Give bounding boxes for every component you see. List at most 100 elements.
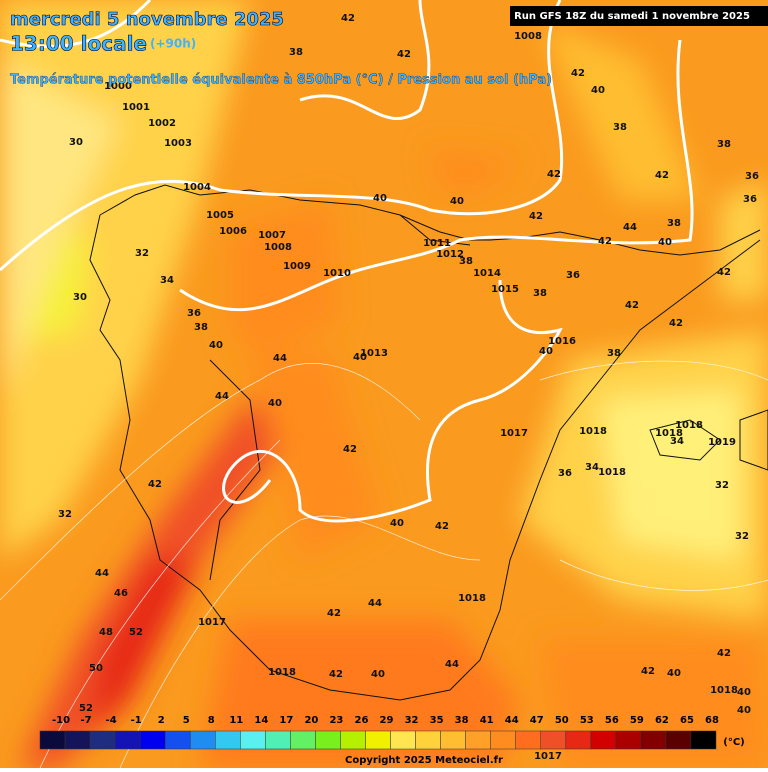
map-label: 36 [187,308,201,319]
map-label: 30 [73,292,87,303]
colorbar-tick: 2 [158,715,165,726]
colorbar-swatch [114,730,141,750]
map-label: 38 [289,47,303,58]
map-label: 1018 [675,420,703,431]
colorbar-tick: 14 [254,715,268,726]
colorbar-tick: 50 [555,715,569,726]
colorbar-tick: 32 [405,715,419,726]
colorbar-swatch [640,730,667,750]
colorbar-tick: -7 [81,715,92,726]
colorbar-tick: 56 [605,715,619,726]
colorbar-swatch [615,730,642,750]
colorbar-tick: 11 [229,715,243,726]
map-label: 1016 [548,336,576,347]
colorbar-tick: 35 [430,715,444,726]
map-label: 36 [558,468,572,479]
colorbar-swatch [665,730,692,750]
colorbar-tick: 62 [655,715,669,726]
colorbar-tick: 26 [355,715,369,726]
run-box [510,6,768,26]
map-label: 52 [129,627,143,638]
colorbar-tick: 20 [304,715,318,726]
map-label: 38 [533,288,547,299]
map-label: 40 [390,518,404,529]
map-label: 42 [641,666,655,677]
map-label: 38 [667,218,681,229]
colorbar-swatch [189,730,216,750]
map-label: 34 [160,275,174,286]
map-label: 42 [397,49,411,60]
map-label: 1006 [219,226,247,237]
date: mercredi 5 novembre 2025 [10,9,284,30]
map-label: 46 [114,588,128,599]
map-label: 42 [717,267,731,278]
map-label: 1012 [436,249,464,260]
colorbar-tick: -1 [131,715,142,726]
colorbar-swatch [590,730,617,750]
map-label: 40 [591,85,605,96]
map-label: 1019 [708,437,736,448]
colorbar-swatch [490,730,516,750]
map-label: 40 [371,669,385,680]
map-label: 40 [737,687,751,698]
subtitle: Température potentielle équivalente à 85… [10,73,552,88]
map-label: 42 [529,211,543,222]
map-label: 1011 [423,238,451,249]
map-label: 44 [368,598,382,609]
run-label: Run GFS 18Z du samedi 1 novembre 2025 [514,11,750,22]
colorbar-swatch [39,730,66,750]
map-label: 40 [268,398,282,409]
map-label: 48 [99,627,113,638]
map-label: 38 [459,256,473,267]
map-label: 30 [69,137,83,148]
colorbar-swatch [215,730,241,750]
colorbar-swatch [565,730,592,750]
isobars [0,0,694,523]
map-label: 42 [343,444,357,455]
map-label: 36 [745,171,759,182]
colorbar-swatch [139,730,166,750]
colorbar-swatch [164,730,191,750]
map-label: 38 [607,348,621,359]
map-label: 42 [669,318,683,329]
colorbar-tick: 65 [680,715,694,726]
map-label: 42 [598,236,612,247]
map-label: 1009 [283,261,311,272]
colorbar-swatch [465,730,491,750]
time: 13:00 locale [10,32,147,56]
colorbar-tick: 23 [329,715,343,726]
colorbar-swatch [89,730,116,750]
map-label: 1001 [122,102,150,113]
colorbar-swatch [415,730,441,750]
colorbar-swatch [315,730,341,750]
map-label: 40 [658,237,672,248]
map-label: 1000 [104,81,132,92]
map-label: 42 [435,521,449,532]
colorbar-tick: 8 [208,715,215,726]
map-label: 1008 [264,242,292,253]
colorbar-swatch [540,730,567,750]
pressure-label: 1017 [534,751,562,762]
map-label: 1018 [710,685,738,696]
unit: (°C) [723,737,744,748]
colorbar-tick: 68 [705,715,719,726]
colorbar-tick: -4 [106,715,117,726]
map-label: 36 [566,270,580,281]
colorbar-tick: 44 [505,715,519,726]
colorbar-swatch [440,730,466,750]
map-label: 1017 [198,617,226,628]
map-label: 42 [655,170,669,181]
colorbar-swatch [265,730,291,750]
map-label: 1013 [360,348,388,359]
lead-time: (+90h) [150,37,196,51]
colorbar-swatch [64,730,91,750]
map-label: 32 [135,248,149,259]
map-label: 1018 [598,467,626,478]
colorbar-tick: 5 [183,715,190,726]
map-label: 50 [89,663,103,674]
map-label: 42 [625,300,639,311]
colorbar-tick: 38 [455,715,469,726]
map-label: 1005 [206,210,234,221]
